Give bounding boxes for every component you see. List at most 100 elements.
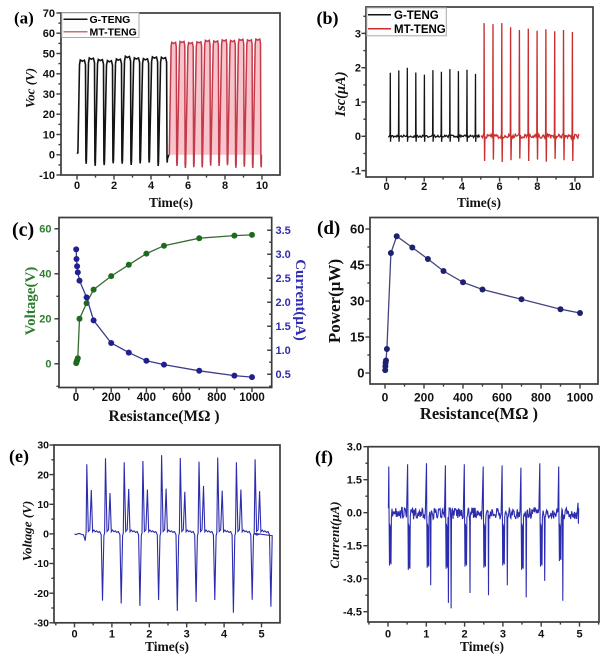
svg-text:(c): (c) bbox=[12, 219, 34, 241]
svg-text:1000: 1000 bbox=[567, 391, 594, 405]
svg-text:0: 0 bbox=[357, 366, 364, 381]
svg-text:40: 40 bbox=[39, 269, 51, 281]
svg-text:40: 40 bbox=[43, 69, 55, 81]
svg-text:-1.5: -1.5 bbox=[343, 541, 362, 553]
svg-text:-20: -20 bbox=[34, 588, 49, 600]
svg-text:(b): (b) bbox=[317, 8, 339, 29]
svg-text:3.0: 3.0 bbox=[347, 442, 362, 454]
svg-text:45: 45 bbox=[350, 258, 364, 273]
svg-text:2: 2 bbox=[146, 629, 152, 641]
svg-text:10: 10 bbox=[256, 180, 268, 192]
svg-text:Voltage(V): Voltage(V) bbox=[23, 267, 39, 336]
svg-text:Time(s): Time(s) bbox=[149, 195, 193, 210]
svg-text:4: 4 bbox=[459, 181, 466, 193]
svg-text:0.0: 0.0 bbox=[347, 508, 362, 520]
svg-text:2: 2 bbox=[462, 629, 468, 641]
svg-text:Isc(μA): Isc(μA) bbox=[333, 71, 349, 117]
svg-text:Power(μW): Power(μW) bbox=[325, 259, 344, 343]
svg-text:Time(s): Time(s) bbox=[145, 639, 189, 654]
svg-text:60: 60 bbox=[43, 28, 55, 40]
svg-text:3: 3 bbox=[500, 629, 506, 641]
svg-text:Voltage (V): Voltage (V) bbox=[20, 501, 35, 561]
svg-text:G-TENG: G-TENG bbox=[90, 14, 131, 26]
svg-text:600: 600 bbox=[492, 391, 512, 405]
svg-text:0: 0 bbox=[383, 181, 389, 193]
svg-text:-10: -10 bbox=[39, 170, 55, 182]
svg-text:1.5: 1.5 bbox=[276, 321, 291, 333]
svg-text:20: 20 bbox=[39, 314, 51, 326]
svg-text:1000: 1000 bbox=[239, 392, 265, 404]
svg-text:400: 400 bbox=[453, 391, 473, 405]
svg-text:10: 10 bbox=[43, 129, 55, 141]
svg-text:400: 400 bbox=[137, 392, 156, 404]
svg-text:1.0: 1.0 bbox=[276, 345, 291, 357]
svg-text:4: 4 bbox=[538, 629, 545, 641]
svg-text:2.0: 2.0 bbox=[276, 297, 291, 309]
svg-text:-30: -30 bbox=[34, 618, 49, 630]
svg-text:-10: -10 bbox=[34, 558, 49, 570]
svg-text:-1: -1 bbox=[351, 166, 361, 178]
svg-text:10: 10 bbox=[37, 499, 49, 511]
svg-text:2: 2 bbox=[421, 181, 427, 193]
svg-text:3: 3 bbox=[184, 629, 190, 641]
svg-text:0: 0 bbox=[74, 180, 80, 192]
svg-text:200: 200 bbox=[414, 391, 434, 405]
svg-text:Current(μA): Current(μA) bbox=[292, 259, 308, 341]
svg-text:0.5: 0.5 bbox=[276, 369, 291, 381]
svg-text:15: 15 bbox=[350, 330, 364, 345]
svg-text:800: 800 bbox=[531, 391, 551, 405]
svg-text:4: 4 bbox=[221, 629, 228, 641]
svg-text:0: 0 bbox=[71, 629, 77, 641]
svg-text:600: 600 bbox=[172, 392, 191, 404]
svg-text:3: 3 bbox=[355, 28, 361, 40]
svg-text:0: 0 bbox=[385, 629, 391, 641]
svg-text:6: 6 bbox=[497, 181, 503, 193]
svg-text:0: 0 bbox=[382, 391, 389, 405]
svg-text:200: 200 bbox=[102, 392, 121, 404]
svg-text:(a): (a) bbox=[14, 9, 34, 28]
svg-text:Resistance(MΩ ): Resistance(MΩ ) bbox=[420, 404, 538, 423]
svg-text:MT-TENG: MT-TENG bbox=[90, 27, 137, 39]
svg-text:(f): (f) bbox=[315, 447, 333, 468]
svg-text:6: 6 bbox=[185, 180, 191, 192]
svg-text:60: 60 bbox=[350, 222, 364, 237]
svg-text:4: 4 bbox=[148, 180, 155, 192]
svg-text:G-TENG: G-TENG bbox=[394, 10, 439, 22]
svg-text:3.0: 3.0 bbox=[276, 249, 291, 261]
svg-text:1: 1 bbox=[355, 97, 361, 109]
svg-text:70: 70 bbox=[43, 8, 55, 20]
svg-text:3.5: 3.5 bbox=[276, 225, 291, 237]
svg-text:0: 0 bbox=[49, 150, 55, 162]
svg-text:60: 60 bbox=[39, 224, 51, 236]
svg-text:0: 0 bbox=[43, 529, 49, 541]
svg-text:0: 0 bbox=[45, 359, 51, 371]
svg-text:8: 8 bbox=[534, 181, 540, 193]
svg-text:(d): (d) bbox=[317, 218, 340, 239]
svg-text:5: 5 bbox=[576, 629, 582, 641]
svg-text:30: 30 bbox=[43, 89, 55, 101]
svg-text:2: 2 bbox=[111, 180, 117, 192]
svg-text:-4.5: -4.5 bbox=[343, 607, 362, 619]
svg-text:Voc (V): Voc (V) bbox=[23, 68, 38, 108]
svg-text:10: 10 bbox=[569, 181, 581, 193]
svg-text:5: 5 bbox=[258, 629, 264, 641]
svg-text:20: 20 bbox=[37, 469, 49, 481]
svg-text:(e): (e) bbox=[9, 446, 29, 467]
svg-text:8: 8 bbox=[222, 180, 228, 192]
svg-text:0: 0 bbox=[355, 131, 361, 143]
svg-text:1.5: 1.5 bbox=[347, 475, 362, 487]
svg-text:Time(s): Time(s) bbox=[460, 639, 504, 654]
svg-text:30: 30 bbox=[350, 294, 364, 309]
svg-text:1: 1 bbox=[109, 629, 115, 641]
svg-text:800: 800 bbox=[207, 392, 226, 404]
svg-text:MT-TENG: MT-TENG bbox=[394, 24, 446, 36]
svg-text:2: 2 bbox=[355, 63, 361, 75]
svg-text:0: 0 bbox=[73, 392, 79, 404]
svg-text:Resistance(MΩ ): Resistance(MΩ ) bbox=[109, 408, 220, 425]
svg-text:Current(μA): Current(μA) bbox=[327, 501, 342, 568]
svg-text:20: 20 bbox=[43, 109, 55, 121]
svg-text:30: 30 bbox=[37, 440, 49, 452]
svg-text:-3.0: -3.0 bbox=[343, 574, 362, 586]
svg-text:2.5: 2.5 bbox=[276, 273, 291, 285]
svg-text:Time(s): Time(s) bbox=[457, 195, 501, 210]
